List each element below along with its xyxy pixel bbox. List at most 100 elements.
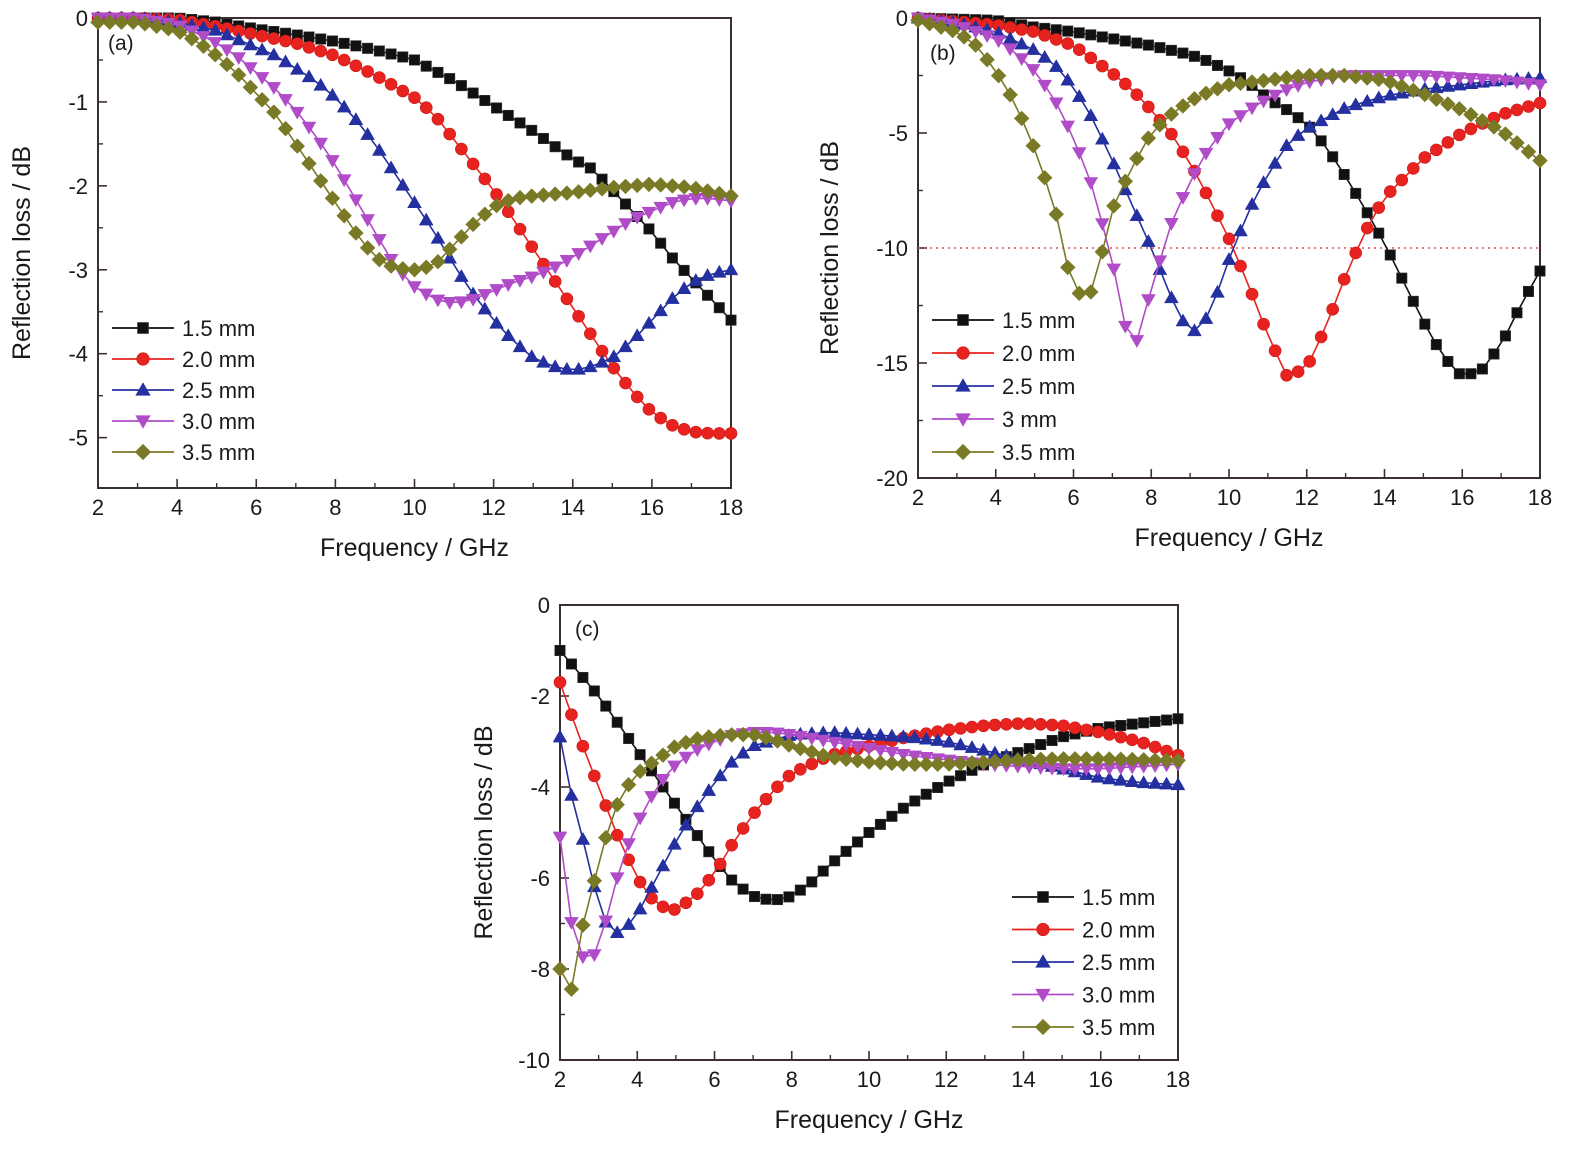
x-tick-label: 12 [934,1067,958,1092]
data-point [408,91,421,105]
data-point [477,206,493,223]
data-point [1256,175,1271,188]
series-3.5-mm [910,12,1548,302]
data-point [302,41,316,54]
data-point [455,142,468,156]
data-point [676,281,692,294]
data-point [930,733,945,746]
data-point [1267,89,1283,103]
data-point [524,349,539,363]
data-point [1198,85,1214,102]
data-point [524,271,539,285]
data-point [536,266,551,280]
data-point [563,981,580,997]
data-point [489,284,504,297]
data-point [1348,97,1363,111]
data-point [1452,72,1467,85]
data-point [559,361,575,375]
data-point [1292,112,1304,124]
data-point [514,117,526,129]
data-point [817,865,829,877]
data-point [641,176,657,193]
data-point [1257,317,1270,331]
data-point [1532,79,1548,93]
data-point [771,894,783,906]
data-point [477,289,493,302]
data-point [266,82,282,95]
data-point [148,18,165,34]
data-point [760,893,772,905]
data-point [1060,120,1076,134]
data-point [1013,110,1030,127]
data-point [359,240,376,256]
data-point [629,177,645,194]
data-point [667,836,682,850]
x-tick-label: 4 [990,485,1002,510]
data-point [385,48,397,60]
data-point [207,22,223,36]
legend-item: 2.0 mm [1012,918,1155,943]
data-point [1520,144,1537,160]
data-point [372,143,387,156]
data-point [610,828,624,842]
x-tick-label: 18 [1528,485,1552,510]
data-point [582,182,599,199]
data-point [815,734,831,748]
data-point [207,47,223,63]
data-point [266,47,282,61]
y-tick-label: 0 [538,593,550,618]
panel-label: (b) [930,42,956,65]
panel-a: 2 4 6 8 10 12 14 16 18 0 -1 -2 -3 -4 -5 Frequency / GHz… [8,6,743,562]
data-point [1015,23,1028,36]
legend-item: 1.5 mm [112,316,255,341]
data-point [838,738,854,752]
data-point [968,26,983,39]
data-point [372,234,387,247]
data-point [621,917,636,930]
legend-marker [135,382,151,396]
data-point [1061,37,1075,50]
data-point [1440,71,1456,85]
data-point [771,780,784,794]
data-point [609,796,625,813]
data-point [644,880,659,893]
x-tick-label: 16 [640,495,664,520]
data-point [941,756,957,772]
data-point [254,72,270,85]
data-point [418,259,434,276]
legend-marker [957,314,969,326]
x-tick-label: 10 [402,495,426,520]
x-tick-label: 16 [1089,1067,1113,1092]
data-point [656,900,670,914]
x-tick-label: 8 [786,1067,798,1092]
x-tick-label: 6 [708,1067,720,1092]
data-point [1488,348,1500,360]
data-point [977,719,990,733]
data-point [679,896,693,910]
data-point [861,727,877,741]
data-point [873,744,888,758]
data-point [1129,208,1145,221]
data-point [1011,717,1025,730]
legend-label: 1.5 mm [182,316,255,341]
data-point [703,846,715,858]
y-axis-title: Reflection loss / dB [470,726,498,940]
data-point [552,831,568,845]
data-point [1211,209,1224,222]
data-point [1175,192,1191,205]
data-point [723,262,739,276]
data-point [629,328,645,342]
data-point [336,174,352,188]
legend-label: 2.0 mm [1082,918,1155,943]
data-point [1360,221,1374,235]
data-point [667,760,682,774]
legend-item: 3.0 mm [112,409,255,434]
data-point [1022,717,1036,730]
data-point [444,73,456,85]
data-point [805,757,819,771]
data-point [1165,44,1177,56]
data-point [1474,113,1491,129]
data-point [1142,100,1155,114]
series-3.0-mm [90,12,739,310]
data-point [1290,68,1306,85]
